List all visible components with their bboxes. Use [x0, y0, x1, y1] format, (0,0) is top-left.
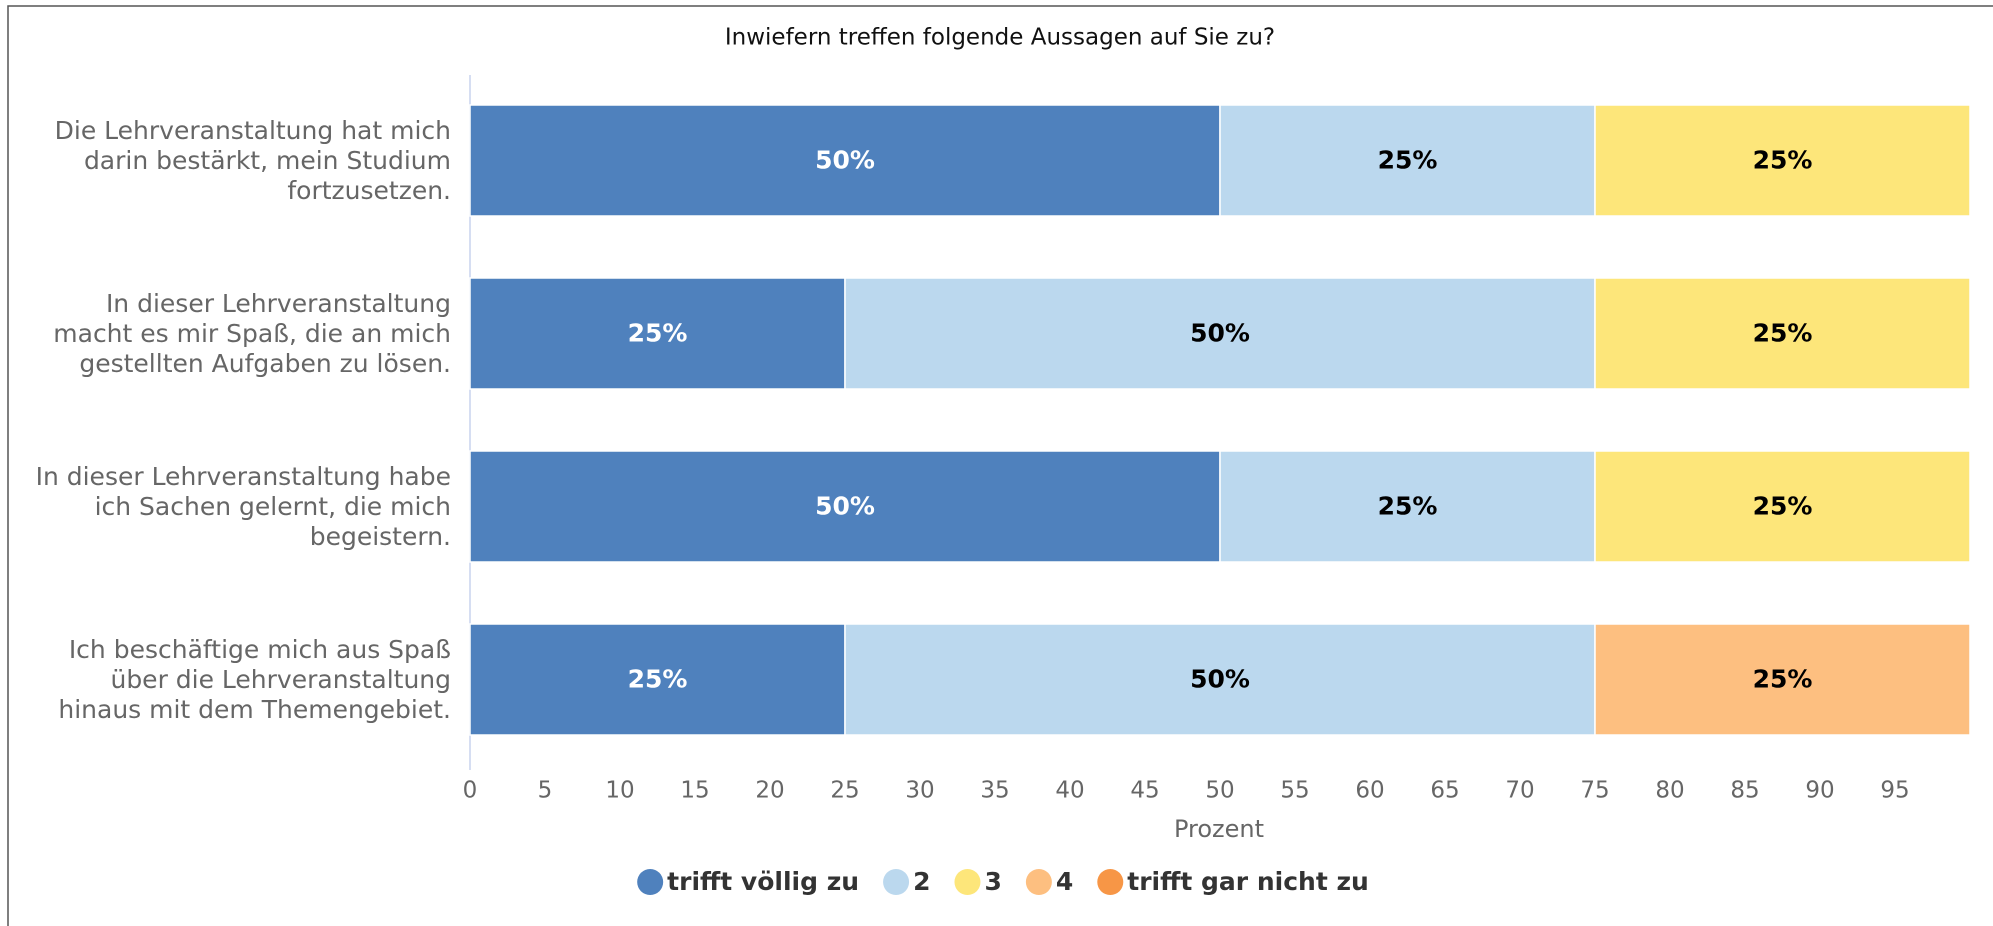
x-tick-label: 85: [1730, 778, 1759, 804]
data-label: 25%: [1753, 665, 1813, 694]
bar-segment: [469, 277, 846, 390]
data-label: 25%: [1753, 319, 1813, 348]
bar-segment: [1594, 623, 1971, 736]
chart-title: Inwiefern treffen folgende Aussagen auf …: [725, 25, 1275, 51]
y-tick-label: In dieser Lehrveranstaltung habe ich Sac…: [35, 461, 451, 551]
bar-segment: [1594, 277, 1971, 390]
x-tick-label: 70: [1505, 778, 1534, 804]
bar-segment: [469, 450, 1221, 563]
x-tick-label: 65: [1430, 778, 1459, 804]
x-tick-label: 75: [1580, 778, 1609, 804]
data-label: 50%: [815, 146, 875, 175]
legend-label: trifft gar nicht zu: [1127, 867, 1369, 896]
data-label: 25%: [628, 319, 688, 348]
x-tick-label: 5: [538, 778, 553, 804]
x-tick-label: 80: [1655, 778, 1684, 804]
legend-marker: [637, 869, 664, 895]
x-tick-label: 50: [1205, 778, 1234, 804]
x-tick-label: 90: [1805, 778, 1834, 804]
bar-segment: [844, 623, 1596, 736]
x-tick-label: 95: [1880, 778, 1909, 804]
data-label: 25%: [628, 665, 688, 694]
legend-label: 3: [984, 867, 1001, 896]
x-axis-label: Prozent: [1174, 815, 1264, 843]
bar-segment: [1219, 450, 1596, 563]
legend-marker: [954, 869, 981, 895]
bar-segment: [1594, 450, 1971, 563]
frame: [7, 5, 1993, 926]
legend-marker: [883, 869, 910, 895]
y-tick-label: In dieser Lehrveranstaltung macht es mir…: [53, 288, 451, 378]
bar-segment: [844, 277, 1596, 390]
data-label: 25%: [1378, 146, 1438, 175]
data-label: 25%: [1753, 146, 1813, 175]
legend-label: trifft völlig zu: [667, 867, 859, 896]
data-label: 25%: [1378, 492, 1438, 521]
data-label: 25%: [1753, 492, 1813, 521]
x-tick-label: 20: [755, 778, 784, 804]
x-tick-label: 35: [980, 778, 1009, 804]
x-tick-label: 40: [1055, 778, 1084, 804]
data-label: 50%: [1190, 319, 1250, 348]
bar-segment: [469, 104, 1221, 217]
x-tick-label: 10: [605, 778, 634, 804]
bar-segment: [1219, 104, 1596, 217]
x-tick-label: 30: [905, 778, 934, 804]
bar-segment: [469, 623, 846, 736]
legend-marker: [1025, 869, 1052, 895]
x-tick-label: 60: [1355, 778, 1384, 804]
bar-segment: [1594, 104, 1971, 217]
x-tick-label: 25: [830, 778, 859, 804]
y-tick-label: Ich beschäftige mich aus Spaß über die L…: [58, 634, 451, 724]
legend-label: 4: [1056, 867, 1073, 896]
x-tick-label: 55: [1280, 778, 1309, 804]
data-label: 50%: [815, 492, 875, 521]
legend-label: 2: [913, 867, 930, 896]
data-label: 50%: [1190, 665, 1250, 694]
y-tick-label: Die Lehrveranstaltung hat mich darin bes…: [54, 115, 451, 205]
x-tick-label: 15: [680, 778, 709, 804]
x-tick-label: 45: [1130, 778, 1159, 804]
x-tick-label: 0: [463, 778, 478, 804]
legend-marker: [1097, 869, 1124, 895]
